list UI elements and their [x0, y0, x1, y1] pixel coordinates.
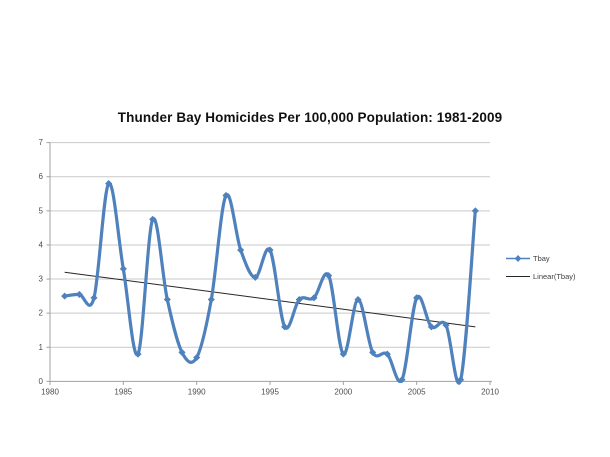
data-point-marker	[295, 295, 303, 304]
data-point-marker	[163, 295, 171, 304]
data-point-marker	[383, 350, 391, 358]
data-point-marker	[178, 348, 186, 357]
y-axis-label: 3	[39, 275, 44, 284]
x-axis-label: 2005	[408, 387, 426, 396]
x-axis-label: 1980	[41, 387, 59, 396]
gridlines	[50, 142, 490, 348]
chart-title: Thunder Bay Homicides Per 100,000 Popula…	[117, 110, 503, 125]
y-axis-label: 1	[39, 343, 44, 352]
tbay-line-marker-icon	[506, 254, 530, 262]
x-axis-label: 2000	[334, 387, 352, 396]
data-point-marker	[339, 350, 347, 358]
axes	[49, 142, 492, 382]
data-point-marker	[427, 323, 435, 331]
data-point-marker	[75, 290, 83, 299]
y-axis-label: 5	[39, 206, 44, 215]
y-axis-labels: 0 1 2 3 4 5 6 7	[39, 138, 44, 386]
data-point-marker	[222, 191, 230, 200]
data-point-marker	[90, 294, 98, 302]
x-axis-label: 1990	[188, 387, 206, 396]
y-axis-label: 4	[39, 240, 44, 249]
y-axis-label: 6	[39, 172, 44, 181]
legend-item-tbay: Tbay	[506, 252, 576, 264]
data-point-marker	[281, 323, 289, 331]
x-axis-label: 1995	[261, 387, 279, 396]
legend: Tbay Linear(Tbay)	[506, 252, 576, 288]
y-axis-label: 2	[39, 309, 44, 318]
legend-label-tbay: Tbay	[533, 253, 550, 263]
data-point-marker	[266, 246, 274, 254]
data-point-marker	[251, 273, 259, 282]
data-point-marker	[457, 376, 465, 384]
tbay-series-line	[63, 181, 477, 385]
data-point-marker	[354, 295, 362, 304]
y-axis-label: 0	[39, 377, 44, 386]
legend-item-linear-tbay: Linear(Tbay)	[506, 270, 576, 282]
legend-label-linear-tbay: Linear(Tbay)	[533, 271, 576, 281]
x-axis-label: 1985	[114, 387, 132, 396]
linear-tbay-line-icon	[506, 275, 530, 277]
data-point-marker	[369, 348, 377, 357]
data-point-marker	[471, 207, 479, 215]
data-point-marker	[119, 265, 127, 273]
series-group	[61, 179, 479, 385]
data-point-marker	[442, 321, 450, 329]
data-point-marker	[105, 179, 113, 188]
x-axis-labels: 1980 1985 1990 1995 2000 2005 2010	[41, 387, 499, 396]
data-point-marker	[310, 294, 318, 302]
data-point-marker	[149, 215, 157, 224]
data-point-marker	[207, 295, 215, 304]
data-point-marker	[134, 350, 142, 358]
trend-line	[64, 271, 476, 328]
trend-line-group	[64, 271, 476, 328]
data-point-marker	[237, 246, 245, 254]
y-axis-label: 7	[39, 138, 44, 147]
data-point-marker	[193, 353, 201, 362]
data-point-marker	[61, 292, 69, 300]
data-point-marker	[398, 376, 406, 384]
tick-marks	[46, 142, 491, 385]
data-point-marker	[413, 294, 421, 302]
data-point-marker	[325, 271, 333, 280]
x-axis-label: 2010	[481, 387, 499, 396]
